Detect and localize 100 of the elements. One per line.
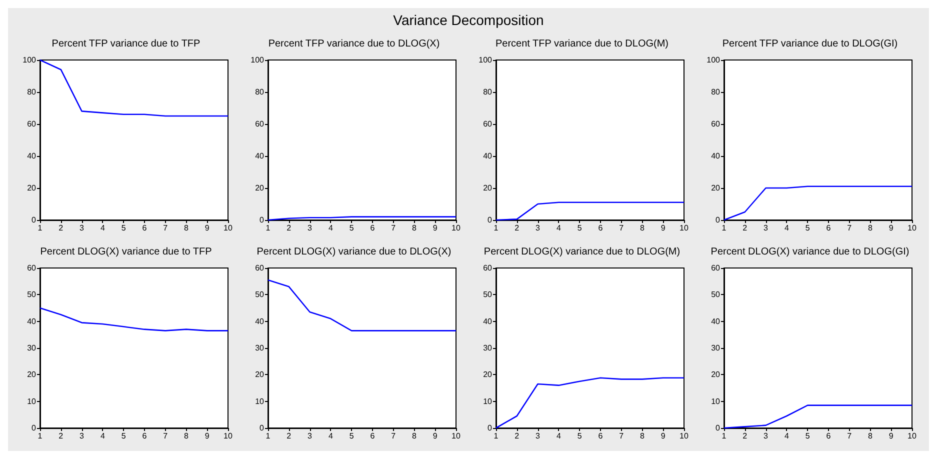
x-tick-label: 8	[640, 432, 645, 440]
y-tick-label: 80	[483, 88, 493, 96]
x-tick-label: 1	[494, 432, 499, 440]
x-tick-label: 10	[224, 224, 233, 232]
chart-title: Percent TFP variance due to TFP	[52, 38, 201, 50]
y-tick-label: 40	[255, 316, 265, 326]
y-tick-label: 20	[483, 184, 493, 192]
x-tick-label: 8	[868, 432, 873, 440]
y-tick-label: 10	[483, 396, 493, 406]
y-tick-label: 40	[483, 316, 493, 326]
chart-title: Percent TFP variance due to DLOG(M)	[495, 38, 669, 50]
x-tick-label: 9	[888, 432, 894, 440]
chart-title: Percent DLOG(X) variance due to DLOG(X)	[256, 246, 452, 258]
y-tick-label: 100	[478, 56, 493, 64]
x-tick-label: 3	[536, 432, 541, 440]
x-tick-label: 2	[742, 432, 748, 440]
y-tick-label: 60	[711, 120, 721, 128]
x-tick-label: 4	[784, 432, 790, 440]
x-tick-label: 6	[142, 432, 148, 440]
y-tick-label: 40	[27, 316, 37, 326]
y-tick-label: 50	[483, 290, 493, 300]
x-tick-label: 6	[826, 432, 832, 440]
y-tick-label: 0	[260, 424, 265, 432]
x-tick-label: 10	[680, 432, 689, 440]
chart-title: Percent DLOG(X) variance due to DLOG(M)	[484, 246, 680, 258]
chart-title: Percent DLOG(X) variance due to DLOG(GI)	[710, 246, 910, 258]
x-tick-label: 9	[660, 432, 666, 440]
y-tick-label: 30	[483, 344, 493, 352]
x-tick-label: 1	[266, 432, 271, 440]
x-tick-label: 6	[598, 432, 604, 440]
y-tick-label: 80	[711, 88, 721, 96]
y-tick-label: 60	[483, 264, 493, 272]
x-tick-label: 10	[680, 224, 689, 232]
y-tick-label: 100	[250, 56, 265, 64]
x-tick-label: 2	[58, 432, 64, 440]
x-tick-label: 8	[868, 224, 873, 232]
y-tick-label: 30	[711, 344, 721, 352]
x-tick-label: 4	[328, 224, 334, 232]
x-tick-label: 4	[100, 224, 106, 232]
y-tick-label: 40	[711, 316, 721, 326]
y-tick-label: 20	[711, 370, 721, 380]
x-tick-label: 3	[308, 224, 313, 232]
x-tick-label: 2	[514, 432, 520, 440]
x-tick-label: 2	[514, 224, 520, 232]
x-tick-label: 8	[184, 224, 189, 232]
text: Variance Decomposition	[393, 12, 544, 28]
x-tick-label: 5	[577, 432, 582, 440]
y-tick-label: 50	[711, 290, 721, 300]
x-tick-label: 10	[452, 432, 461, 440]
x-tick-label: 3	[80, 432, 85, 440]
x-tick-label: 3	[80, 224, 85, 232]
y-tick-label: 20	[27, 370, 37, 380]
x-tick-label: 4	[784, 224, 790, 232]
x-tick-label: 7	[391, 432, 396, 440]
x-tick-label: 9	[888, 224, 894, 232]
y-tick-label: 60	[255, 120, 265, 128]
x-tick-label: 8	[640, 224, 645, 232]
x-tick-label: 8	[412, 224, 417, 232]
y-tick-label: 100	[706, 56, 721, 64]
y-tick-label: 40	[255, 152, 265, 160]
y-tick-label: 20	[255, 184, 265, 192]
x-tick-label: 2	[286, 432, 292, 440]
y-tick-label: 0	[32, 216, 37, 224]
x-tick-label: 7	[391, 224, 396, 232]
x-tick-label: 8	[412, 432, 417, 440]
x-tick-label: 3	[308, 432, 313, 440]
chart-title: Percent TFP variance due to DLOG(X)	[268, 38, 440, 50]
x-tick-label: 5	[577, 224, 582, 232]
y-tick-label: 30	[27, 344, 37, 352]
y-tick-label: 0	[488, 424, 493, 432]
x-tick-label: 4	[556, 432, 562, 440]
y-tick-label: 20	[711, 184, 721, 192]
x-tick-label: 1	[266, 224, 271, 232]
x-tick-label: 10	[908, 432, 917, 440]
x-tick-label: 4	[556, 224, 562, 232]
y-tick-label: 0	[488, 216, 493, 224]
y-tick-label: 0	[260, 216, 265, 224]
y-tick-label: 10	[711, 396, 721, 406]
x-tick-label: 5	[349, 224, 354, 232]
y-tick-label: 40	[711, 152, 721, 160]
y-tick-label: 0	[32, 424, 37, 432]
x-tick-label: 1	[38, 432, 43, 440]
x-tick-label: 7	[847, 432, 852, 440]
y-tick-label: 100	[22, 56, 37, 64]
y-tick-label: 50	[27, 290, 37, 300]
x-tick-label: 1	[722, 432, 727, 440]
x-tick-label: 9	[660, 224, 666, 232]
line-series	[267, 279, 457, 332]
x-tick-label: 9	[432, 224, 438, 232]
y-tick-label: 60	[711, 264, 721, 272]
line-series	[39, 307, 229, 332]
x-tick-label: 2	[58, 224, 64, 232]
y-tick-label: 10	[27, 396, 37, 406]
x-tick-label: 8	[184, 432, 189, 440]
line-series	[39, 59, 229, 117]
x-tick-label: 4	[100, 432, 106, 440]
x-tick-label: 3	[764, 432, 769, 440]
x-tick-label: 10	[452, 224, 461, 232]
x-tick-label: 10	[224, 432, 233, 440]
x-tick-label: 9	[432, 432, 438, 440]
